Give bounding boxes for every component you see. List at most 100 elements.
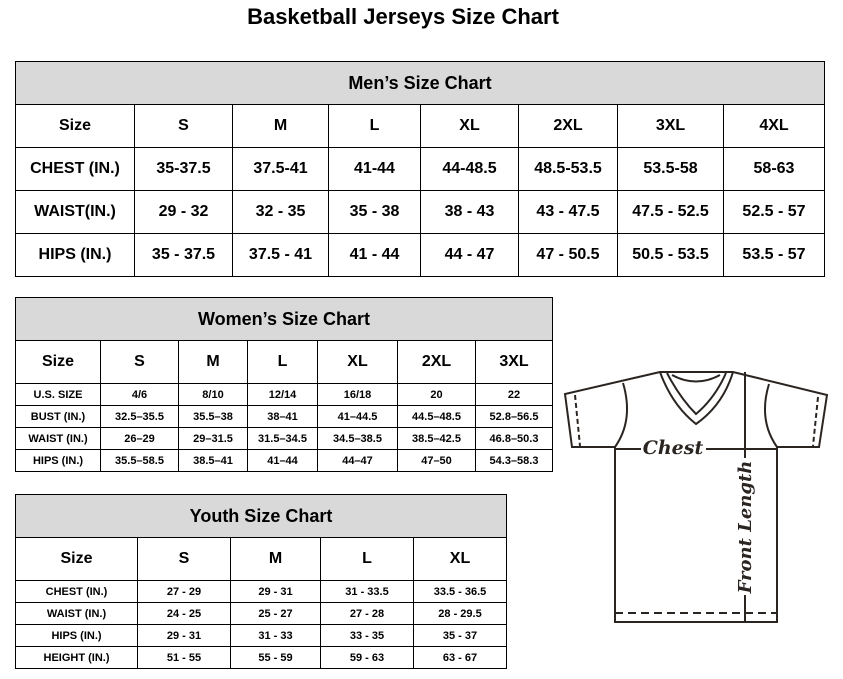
table-cell: 33.5 - 36.5 — [412, 580, 508, 603]
table-cell: 24 - 25 — [137, 602, 231, 625]
table-cell: 35.5–38 — [178, 405, 248, 428]
table-cell: 41-44 — [328, 147, 421, 191]
table-cell: 43 - 47.5 — [518, 190, 618, 234]
table-cell: 59 - 63 — [320, 646, 414, 669]
chest-label: Chest — [643, 437, 704, 459]
table-cell: 16/18 — [317, 383, 398, 406]
table-cell: 52.5 - 57 — [723, 190, 825, 234]
table-cell: 31 - 33 — [230, 624, 321, 647]
row-label: WAIST (IN.) — [15, 427, 101, 450]
row-label: WAIST (IN.) — [15, 602, 138, 625]
table-cell: 29 - 31 — [137, 624, 231, 647]
header-row: Size S M L XL 2XL 3XL — [15, 340, 554, 384]
table-cell: 32.5–35.5 — [100, 405, 179, 428]
table-cell: 3XL — [617, 104, 724, 148]
table-cell: 53.5 - 57 — [723, 233, 825, 277]
table-cell: 29 - 31 — [230, 580, 321, 603]
table-cell: 50.5 - 53.5 — [617, 233, 724, 277]
table-cell: 44–47 — [317, 449, 398, 472]
table-cell: 3XL — [474, 340, 554, 384]
table-cell: 35-37.5 — [134, 147, 233, 191]
table-cell: 20 — [397, 383, 476, 406]
table-cell: 29–31.5 — [178, 427, 248, 450]
table-cell: 44 - 47 — [420, 233, 519, 277]
table-row: CHEST (IN.) 27 - 29 29 - 31 31 - 33.5 33.5 -… — [15, 580, 508, 603]
table-caption: Men’s Size Chart — [15, 61, 825, 105]
table-cell: 38 - 43 — [420, 190, 519, 234]
table-row: HIPS (IN.) 29 - 31 31 - 33 33 - 35 35 - 37 — [15, 624, 508, 647]
row-label: WAIST(IN.) — [15, 190, 135, 234]
jersey-diagram: Chest Front Length — [563, 371, 829, 623]
table-cell: 28 - 29.5 — [412, 602, 508, 625]
table-cell: 54.3–58.3 — [474, 449, 554, 472]
table-cell: 27 - 29 — [137, 580, 231, 603]
front-length-label: Front Length — [735, 461, 756, 595]
table-cell: 35 - 37 — [412, 624, 508, 647]
table-cell: L — [247, 340, 318, 384]
row-label: CHEST (IN.) — [15, 580, 138, 603]
table-cell: S — [100, 340, 179, 384]
table-cell: 51 - 55 — [137, 646, 231, 669]
table-row: U.S. SIZE 4/6 8/10 12/14 16/18 20 22 — [15, 383, 554, 406]
header-row: Size S M L XL — [15, 537, 508, 581]
table-cell: 63 - 67 — [412, 646, 508, 669]
table-cell: M — [232, 104, 329, 148]
table-cell: 48.5-53.5 — [518, 147, 618, 191]
table-cell: 32 - 35 — [232, 190, 329, 234]
table-cell: 44-48.5 — [420, 147, 519, 191]
table-cell: 31 - 33.5 — [320, 580, 414, 603]
table-cell: XL — [412, 537, 508, 581]
table-cell: 29 - 32 — [134, 190, 233, 234]
table-cell: 8/10 — [178, 383, 248, 406]
table-cell: 22 — [474, 383, 554, 406]
row-label: Size — [15, 537, 138, 581]
table-caption: Youth Size Chart — [14, 494, 508, 538]
table-cell: 31.5–34.5 — [247, 427, 318, 450]
table-cell: S — [137, 537, 231, 581]
table-cell: 35 - 37.5 — [134, 233, 233, 277]
row-label: U.S. SIZE — [15, 383, 101, 406]
table-cell: 38.5–41 — [178, 449, 248, 472]
table-cell: 27 - 28 — [320, 602, 414, 625]
table-cell: 47 - 50.5 — [518, 233, 618, 277]
table-cell: M — [230, 537, 321, 581]
table-row: WAIST (IN.) 26–29 29–31.5 31.5–34.5 34.5–38.… — [15, 427, 554, 450]
table-cell: 4/6 — [100, 383, 179, 406]
table-cell: 44.5–48.5 — [397, 405, 476, 428]
row-label: BUST (IN.) — [15, 405, 101, 428]
table-cell: 52.8–56.5 — [474, 405, 554, 428]
table-row: WAIST (IN.) 24 - 25 25 - 27 27 - 28 28 - 29.… — [15, 602, 508, 625]
table-row: HIPS (IN.) 35 - 37.5 37.5 - 41 41 - 44 44 - … — [15, 233, 825, 277]
table-row: CHEST (IN.) 35-37.5 37.5-41 41-44 44-48.5 48.… — [15, 147, 825, 191]
table-cell: 37.5 - 41 — [232, 233, 329, 277]
row-label: Size — [15, 340, 101, 384]
header-row: Size S M L XL 2XL 3XL 4XL — [15, 104, 825, 148]
table-cell: 53.5-58 — [617, 147, 724, 191]
womens-size-table: Women’s Size Chart Size S M L XL 2XL 3XL U.S. S… — [14, 297, 554, 472]
row-label: HIPS (IN.) — [15, 624, 138, 647]
table-cell: 2XL — [397, 340, 476, 384]
table-caption: Women’s Size Chart — [14, 297, 554, 341]
table-cell: S — [134, 104, 233, 148]
table-cell: 2XL — [518, 104, 618, 148]
table-cell: L — [328, 104, 421, 148]
table-cell: 41–44 — [247, 449, 318, 472]
table-cell: 46.8–50.3 — [474, 427, 554, 450]
table-cell: L — [320, 537, 414, 581]
table-cell: 47–50 — [397, 449, 476, 472]
table-cell: 26–29 — [100, 427, 179, 450]
row-label: HIPS (IN.) — [15, 449, 101, 472]
table-cell: XL — [317, 340, 398, 384]
row-label: CHEST (IN.) — [15, 147, 135, 191]
table-cell: XL — [420, 104, 519, 148]
row-label: HEIGHT (IN.) — [15, 646, 138, 669]
table-cell: 41 - 44 — [328, 233, 421, 277]
table-cell: 25 - 27 — [230, 602, 321, 625]
mens-size-table: Men’s Size Chart Size S M L XL 2XL 3XL 4XL CHEST… — [15, 61, 825, 277]
table-cell: 37.5-41 — [232, 147, 329, 191]
table-cell: 34.5–38.5 — [317, 427, 398, 450]
table-cell: 38.5–42.5 — [397, 427, 476, 450]
table-cell: M — [178, 340, 248, 384]
table-cell: 4XL — [723, 104, 825, 148]
row-label: Size — [15, 104, 135, 148]
